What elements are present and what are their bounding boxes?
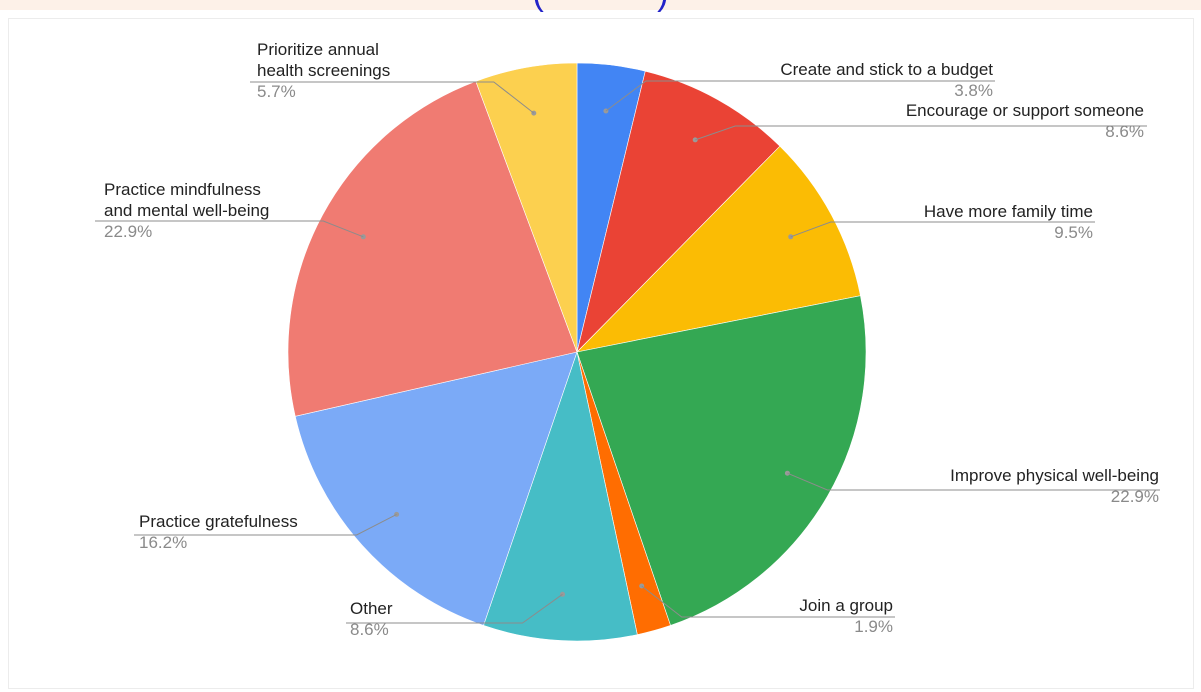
- pie-slice-2: [576, 70, 781, 353]
- cut-off-title: ( ): [0, 0, 1201, 11]
- slice-percent-2: 8.6%: [1105, 122, 1144, 141]
- pie-slice-8: [287, 80, 578, 417]
- slice-percent-3: 9.5%: [1054, 223, 1093, 242]
- leader-line-8: [95, 220, 364, 238]
- leader-line-9: [250, 81, 535, 114]
- leader-line-4: [787, 472, 1160, 491]
- slice-label-7: Practice gratefulness: [139, 512, 298, 531]
- slice-label-3: Have more family time: [924, 202, 1093, 221]
- slice-percent-6: 8.6%: [350, 620, 389, 639]
- pie-slice-7: [294, 351, 578, 626]
- leader-line-2: [695, 125, 1147, 141]
- slice-label-2: Encourage or support someone: [906, 101, 1144, 120]
- pie-slice-3: [576, 145, 861, 353]
- pie-slice-9: [475, 62, 578, 353]
- slice-label-4: Improve physical well-being: [950, 466, 1159, 485]
- leader-line-3: [790, 221, 1095, 238]
- leader-line-7: [134, 513, 397, 536]
- leader-line-1: [605, 80, 995, 112]
- slice-percent-8: 22.9%: [104, 222, 152, 241]
- slice-label-8: Practice mindfulness and mental well-bein…: [104, 180, 269, 220]
- slice-label-9: Prioritize annual health screenings: [257, 40, 390, 80]
- top-strip: ( ): [0, 0, 1201, 11]
- slice-percent-4: 22.9%: [1111, 487, 1159, 506]
- pie-slice-6: [483, 350, 638, 642]
- slice-label-5: Join a group: [799, 596, 893, 615]
- slice-percent-7: 16.2%: [139, 533, 187, 552]
- slice-percent-9: 5.7%: [257, 82, 296, 101]
- pie-slice-4: [576, 295, 867, 626]
- slice-label-1: Create and stick to a budget: [780, 60, 993, 79]
- slice-percent-5: 1.9%: [854, 617, 893, 636]
- slice-label-6: Other: [350, 599, 393, 618]
- slice-percent-1: 3.8%: [954, 81, 993, 100]
- leader-line-5: [641, 585, 895, 618]
- leader-line-6: [346, 593, 563, 624]
